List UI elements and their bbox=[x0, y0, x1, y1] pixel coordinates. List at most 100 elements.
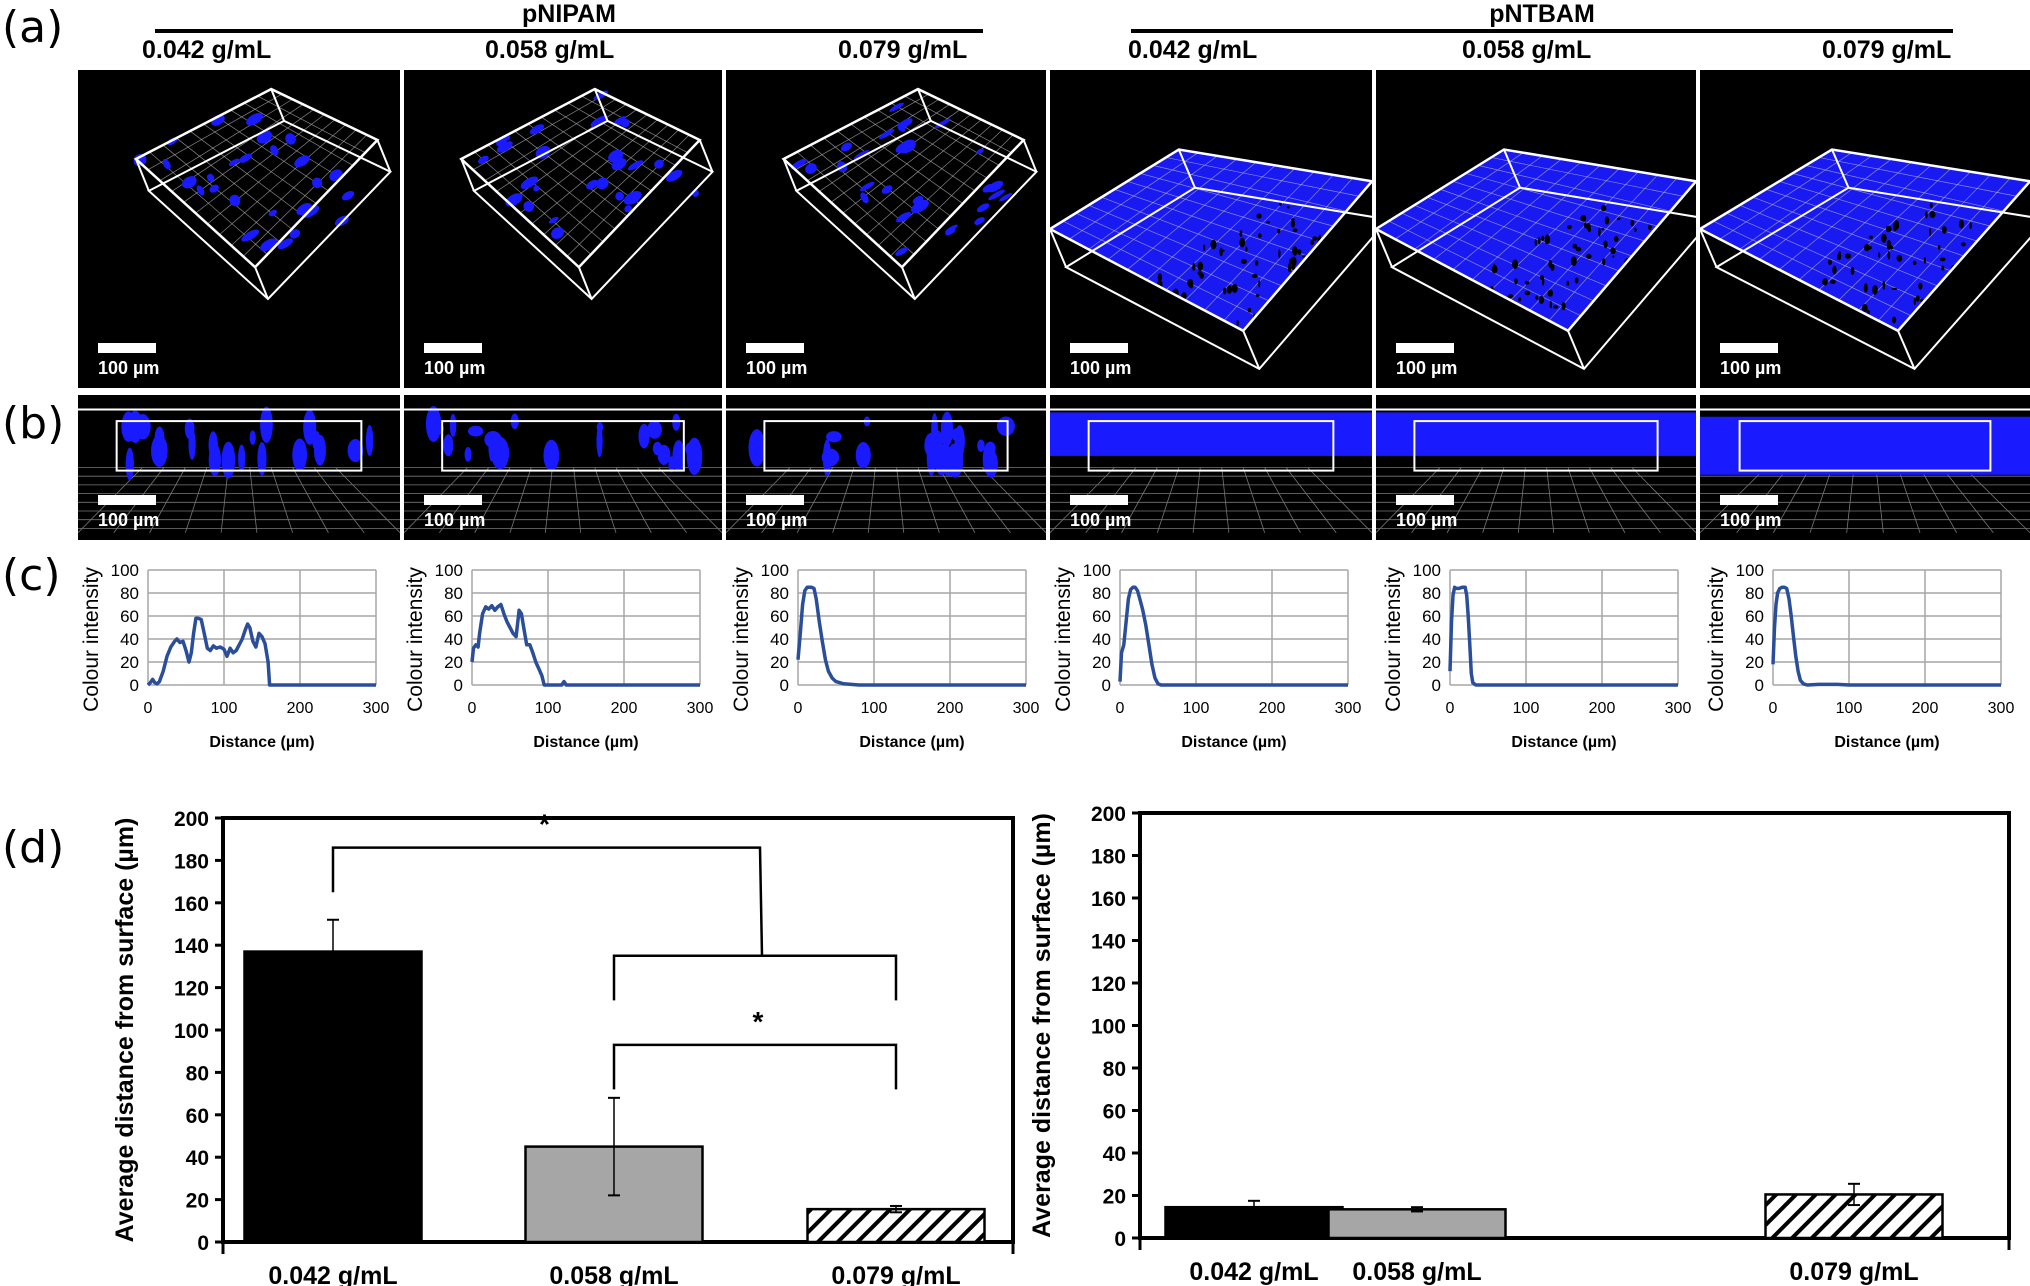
grid-line bbox=[1490, 168, 1620, 291]
y-tick-label: 20 bbox=[1092, 653, 1111, 672]
box-edge bbox=[1177, 149, 1196, 189]
grid-line bbox=[1146, 165, 1276, 281]
gap bbox=[1330, 244, 1336, 250]
cell bbox=[277, 238, 294, 250]
cell bbox=[241, 229, 260, 242]
gap bbox=[1315, 267, 1321, 275]
floor-grid bbox=[867, 467, 876, 533]
grid-line bbox=[877, 109, 988, 179]
grid-line bbox=[866, 124, 993, 235]
micrograph bbox=[781, 87, 1039, 301]
y-tick-label: 200 bbox=[174, 808, 209, 831]
cell bbox=[590, 115, 608, 127]
floor-grid bbox=[1192, 467, 1201, 533]
grid-line bbox=[1184, 171, 1315, 301]
gap bbox=[1942, 226, 1947, 234]
gap bbox=[1969, 222, 1972, 230]
y-tick-label: 80 bbox=[120, 584, 139, 603]
gap bbox=[1297, 249, 1302, 255]
significance-bracket bbox=[612, 954, 898, 1001]
micrograph bbox=[133, 87, 393, 301]
line-chart-c3: 0 20 40 60 80 100 0 100 200 300 Distance (µm) Colou… bbox=[730, 561, 1039, 751]
scale-bar-label: 100 µm bbox=[746, 358, 808, 378]
intensity-line bbox=[1771, 585, 2001, 687]
y-tick-label: 180 bbox=[174, 850, 209, 873]
cell bbox=[999, 192, 1013, 202]
grid-line bbox=[890, 102, 1000, 166]
line-chart-c1: 0 20 40 60 80 100 0 100 200 300 Distance (µm) Colou… bbox=[80, 561, 389, 751]
gap bbox=[1338, 237, 1343, 241]
cell bbox=[520, 176, 539, 189]
gap bbox=[1604, 216, 1610, 225]
gap bbox=[1887, 251, 1891, 260]
cell bbox=[162, 158, 171, 170]
cell bbox=[924, 432, 939, 458]
scale-bar-label: 100 µm bbox=[1396, 510, 1458, 530]
gap bbox=[1655, 234, 1659, 242]
gap bbox=[1231, 283, 1238, 294]
gap bbox=[1524, 281, 1530, 285]
floor-grid bbox=[1242, 467, 1266, 533]
floor-grid bbox=[1307, 467, 1372, 534]
y-axis-label: Colour intensity bbox=[730, 567, 753, 712]
cell bbox=[614, 116, 626, 124]
box-outline bbox=[781, 87, 1026, 269]
cell bbox=[312, 177, 323, 189]
scale-bar bbox=[746, 495, 804, 505]
grid-line bbox=[219, 124, 346, 235]
cell bbox=[341, 190, 355, 201]
scale-bar bbox=[1070, 343, 1128, 353]
cell bbox=[257, 441, 267, 476]
gap bbox=[1878, 252, 1881, 258]
cell bbox=[188, 429, 196, 460]
cell bbox=[182, 176, 197, 189]
cell-layer bbox=[1376, 412, 1696, 456]
gap bbox=[1514, 278, 1518, 285]
cell bbox=[889, 102, 904, 112]
x-category-label: 0.058 g/mL bbox=[1352, 1258, 1481, 1286]
panel-label-c: (c) bbox=[2, 550, 61, 601]
gap bbox=[1869, 235, 1873, 239]
gap bbox=[1188, 281, 1194, 289]
scale-bar-label: 100 µm bbox=[746, 510, 808, 530]
cell bbox=[881, 185, 893, 194]
cell bbox=[365, 425, 374, 457]
x-tick-label: 300 bbox=[1988, 700, 2015, 717]
cell bbox=[627, 160, 644, 171]
gap bbox=[1639, 257, 1646, 261]
cell bbox=[748, 429, 766, 467]
intensity-line bbox=[146, 616, 376, 687]
y-tick-label: 140 bbox=[1091, 931, 1126, 954]
grid-line bbox=[904, 95, 1012, 153]
y-tick-label: 20 bbox=[1103, 1186, 1126, 1209]
grid-line bbox=[1798, 165, 1932, 281]
cell bbox=[657, 444, 671, 465]
micrograph bbox=[1700, 148, 2030, 371]
floor-grid bbox=[1221, 467, 1230, 533]
group-title-pnipam: pNIPAM bbox=[522, 0, 616, 28]
grid-line bbox=[1805, 165, 2004, 212]
floor-grid bbox=[594, 467, 617, 533]
box-edge bbox=[782, 158, 798, 192]
scale-bar bbox=[98, 343, 156, 353]
gap bbox=[1241, 259, 1247, 264]
gap bbox=[1247, 307, 1252, 313]
gap bbox=[1603, 241, 1608, 249]
cell bbox=[988, 189, 1005, 201]
gap bbox=[1867, 246, 1872, 250]
scale-bar-label: 100 µm bbox=[1070, 358, 1132, 378]
gap bbox=[1157, 272, 1162, 282]
gap bbox=[1863, 283, 1868, 293]
box-edge bbox=[1897, 330, 1916, 370]
gap bbox=[1655, 247, 1658, 257]
gap bbox=[1541, 235, 1545, 242]
cell bbox=[533, 185, 540, 192]
scale-bar-label: 100 µm bbox=[1720, 358, 1782, 378]
gap bbox=[1210, 239, 1217, 250]
x-tick-label: 100 bbox=[1183, 700, 1210, 717]
micrograph bbox=[1700, 408, 2030, 534]
floor-grid bbox=[474, 467, 511, 533]
cell bbox=[347, 438, 364, 463]
gap bbox=[1941, 265, 1945, 271]
y-tick-label: 40 bbox=[1092, 630, 1111, 649]
